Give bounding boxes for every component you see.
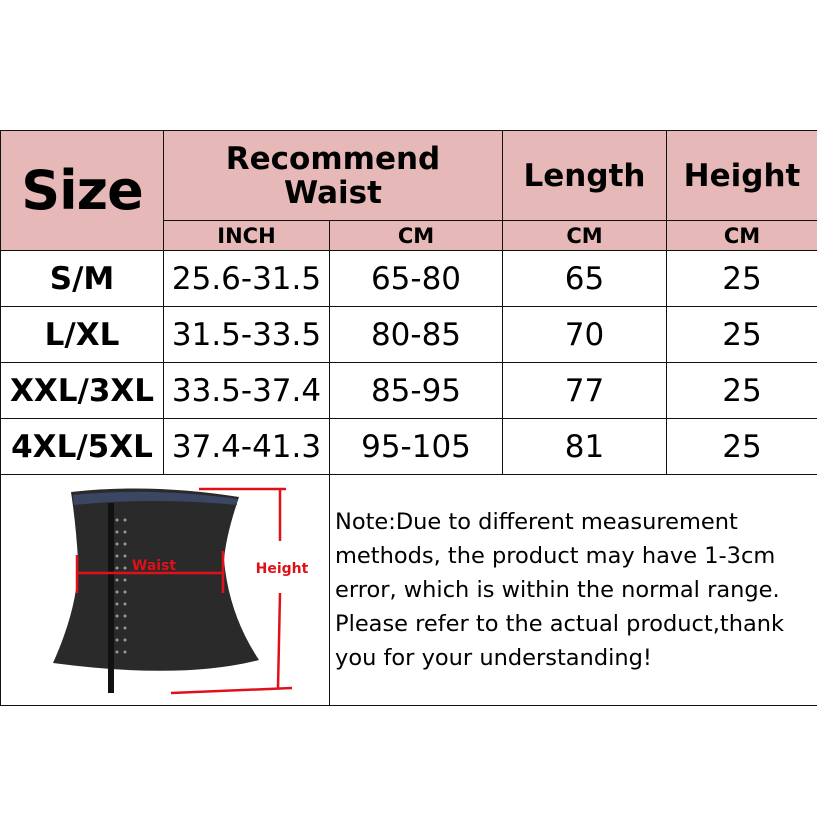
length-cell: 81 bbox=[502, 418, 667, 475]
header-height: Height bbox=[666, 130, 817, 221]
height-cell: 25 bbox=[666, 362, 817, 419]
size-cell: 4XL/5XL bbox=[0, 418, 164, 475]
header-size: Size bbox=[0, 130, 164, 251]
size-chart-table: Size Recommend Waist Length Height INCH … bbox=[0, 130, 817, 706]
size-cell: XXL/3XL bbox=[0, 362, 164, 419]
length-cell: 77 bbox=[502, 362, 667, 419]
cm-cell: 85-95 bbox=[329, 362, 503, 419]
height-cell: 25 bbox=[666, 306, 817, 363]
length-cell: 70 bbox=[502, 306, 667, 363]
unit-inch: INCH bbox=[163, 220, 330, 251]
unit-height-cm: CM bbox=[666, 220, 817, 251]
table-row: XXL/3XL 33.5-37.4 85-95 77 25 bbox=[0, 362, 817, 419]
cm-cell: 65-80 bbox=[329, 250, 503, 307]
inch-cell: 37.4-41.3 bbox=[163, 418, 330, 475]
size-cell: S/M bbox=[0, 250, 164, 307]
cm-cell: 95-105 bbox=[329, 418, 503, 475]
height-label: Height bbox=[256, 561, 309, 577]
header-recommend-waist: Recommend Waist bbox=[163, 130, 503, 221]
inch-cell: 25.6-31.5 bbox=[163, 250, 330, 307]
cm-cell: 80-85 bbox=[329, 306, 503, 363]
inch-cell: 33.5-37.4 bbox=[163, 362, 330, 419]
waist-trainer-image: Waist Height bbox=[53, 487, 309, 695]
waist-label: Waist bbox=[132, 558, 177, 574]
unit-cm: CM bbox=[329, 220, 503, 251]
header-length: Length bbox=[502, 130, 667, 221]
table-row: L/XL 31.5-33.5 80-85 70 25 bbox=[0, 306, 817, 363]
height-cell: 25 bbox=[666, 418, 817, 475]
size-cell: L/XL bbox=[0, 306, 164, 363]
table-row: 4XL/5XL 37.4-41.3 95-105 81 25 bbox=[0, 418, 817, 475]
product-diagram: Waist Height bbox=[0, 474, 330, 706]
table-row: S/M 25.6-31.5 65-80 65 25 bbox=[0, 250, 817, 307]
length-cell: 65 bbox=[502, 250, 667, 307]
measurement-note: Note:Due to different measurement method… bbox=[329, 474, 817, 706]
height-cell: 25 bbox=[666, 250, 817, 307]
unit-length-cm: CM bbox=[502, 220, 667, 251]
inch-cell: 31.5-33.5 bbox=[163, 306, 330, 363]
